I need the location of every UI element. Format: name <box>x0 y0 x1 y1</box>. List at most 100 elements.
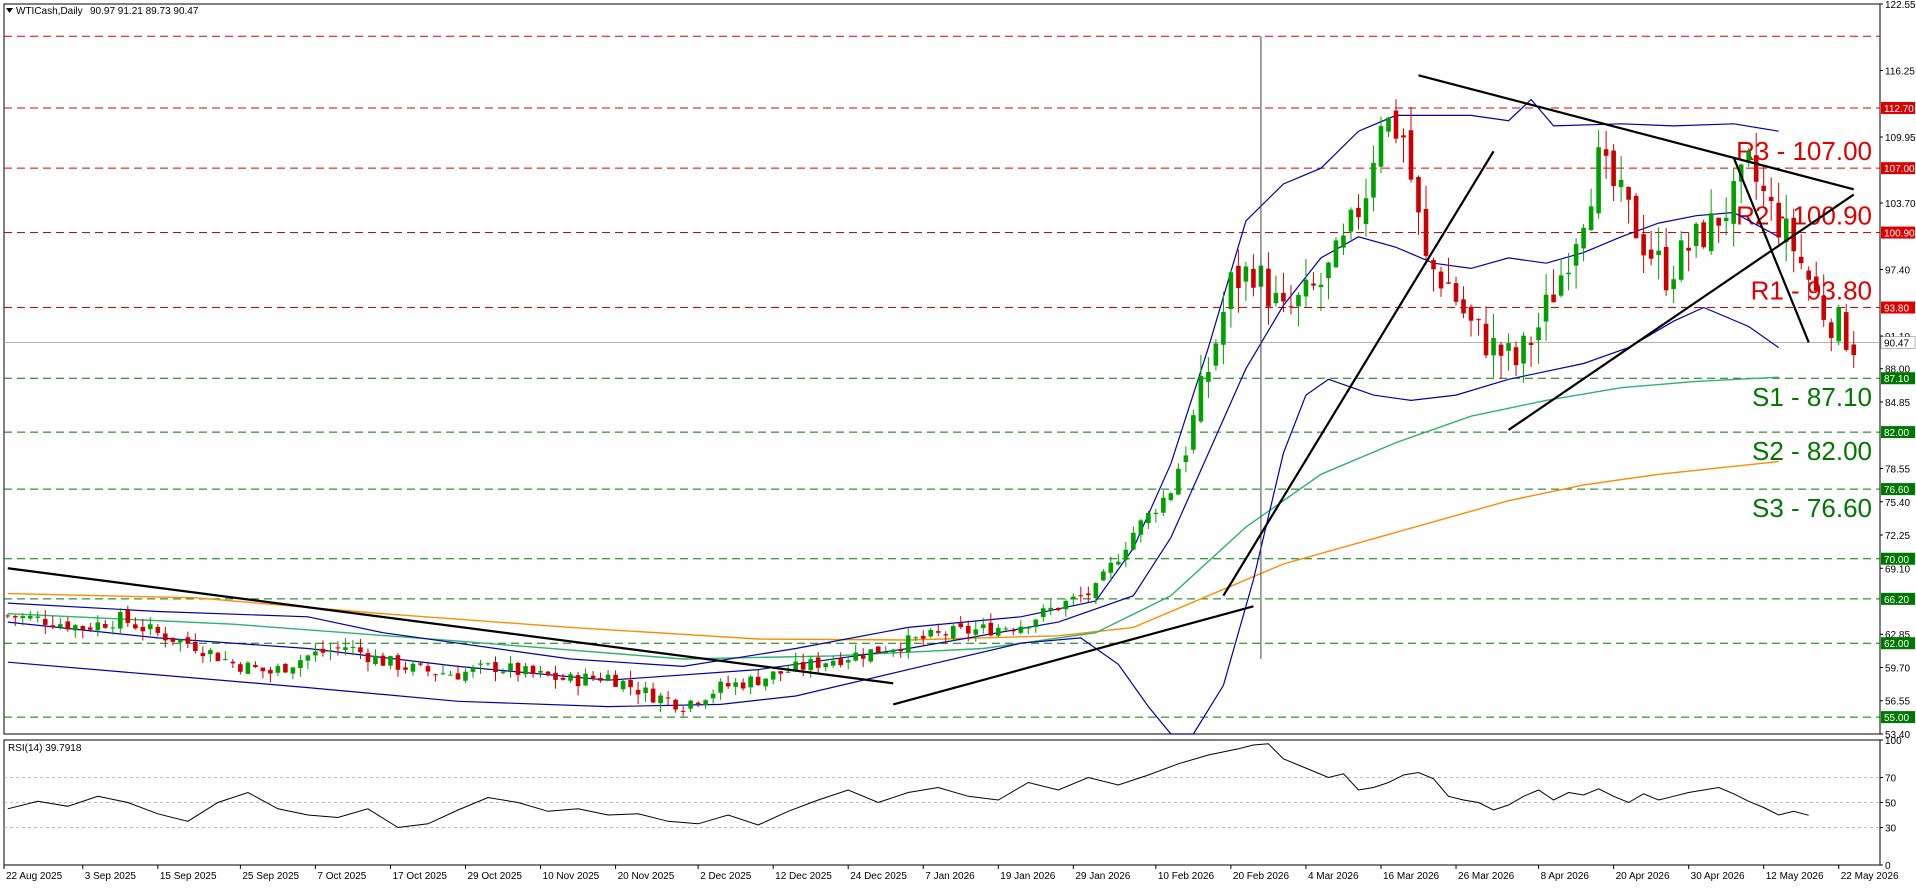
rsi-tick-label: 70 <box>1885 774 1897 785</box>
candle-body <box>755 676 761 686</box>
candle-body <box>1648 249 1654 259</box>
price-tick-label: 53.40 <box>1885 730 1910 741</box>
candle-body <box>1513 347 1519 366</box>
candle-body <box>1086 593 1091 596</box>
level-price-tag <box>1881 637 1915 650</box>
candle-body <box>1843 312 1849 350</box>
bollinger-upper-line <box>7 98 1779 668</box>
candle-body <box>178 639 183 643</box>
candle-body <box>463 671 468 681</box>
collapse-arrow-icon[interactable] <box>6 8 13 13</box>
candle-body <box>1483 323 1489 356</box>
candle-body <box>1588 206 1594 231</box>
date-tick-label: 10 Feb 2026 <box>1158 871 1215 882</box>
candle-body <box>1108 562 1114 573</box>
candle-body <box>1371 162 1376 198</box>
candle-body <box>1783 218 1789 243</box>
ma-green-line <box>7 376 1779 660</box>
candle-body <box>260 667 266 672</box>
candle-body <box>868 649 874 662</box>
candle-body <box>643 687 648 694</box>
candle-body <box>905 635 911 653</box>
candle-body <box>1738 164 1744 182</box>
candle-body <box>1131 532 1136 550</box>
candle-body <box>1506 343 1511 351</box>
trendline <box>1222 150 1495 597</box>
candle-body <box>665 697 671 699</box>
candle-body <box>1446 282 1451 284</box>
candle-body <box>1236 265 1241 289</box>
candle-body <box>1641 234 1646 256</box>
candle-body <box>1348 209 1354 232</box>
candle-body <box>1153 512 1159 514</box>
candle-body <box>1191 415 1196 450</box>
candle-body <box>155 626 161 633</box>
date-tick-label: 25 Sep 2025 <box>242 871 299 882</box>
date-tick-label: 15 Sep 2025 <box>160 871 217 882</box>
candle-body <box>1281 292 1286 302</box>
rsi-line <box>7 743 1809 829</box>
date-tick-label: 10 Nov 2025 <box>543 871 600 882</box>
candle-body <box>118 612 123 629</box>
candle-body <box>1761 185 1766 192</box>
candle-body <box>395 655 401 670</box>
price-axis: 122.55 116.25 112.70 109.95 107.00 103.70 100.… <box>1880 0 1916 741</box>
candle-body <box>1551 294 1556 303</box>
candle-body <box>778 671 783 674</box>
candle-body <box>680 710 686 712</box>
level-price-tick: 93.80 <box>1884 304 1909 315</box>
candle-body <box>215 652 221 662</box>
candle-body <box>1671 279 1676 290</box>
bollinger-mid-line <box>7 211 1779 681</box>
candle-body <box>410 663 416 672</box>
candle-body <box>838 658 843 666</box>
candle-body <box>493 662 498 673</box>
candle-body <box>800 662 806 670</box>
candle-body <box>268 669 273 674</box>
candle-body <box>913 637 919 639</box>
candle-body <box>898 649 904 652</box>
candle-body <box>1836 307 1842 342</box>
candle-body <box>328 650 333 652</box>
candle-body <box>373 655 378 665</box>
candle-body <box>995 627 1001 636</box>
candle-body <box>1656 250 1661 256</box>
candle-body <box>1753 155 1759 182</box>
rsi-layer: 100 70 50 30 0 <box>4 736 1902 872</box>
candle-body <box>1723 217 1729 222</box>
date-tick-label: 16 Mar 2026 <box>1383 871 1440 882</box>
candle-body <box>72 625 78 631</box>
candle-body <box>1333 240 1339 268</box>
price-tick-label: 116.25 <box>1885 67 1915 78</box>
candle-body <box>365 653 371 663</box>
level-price-tag <box>1881 483 1915 496</box>
candle-body <box>455 673 461 680</box>
moving-averages-layer <box>7 376 1779 660</box>
candle-body <box>470 667 476 672</box>
candle-body <box>12 615 18 618</box>
level-price-tick: 55.00 <box>1884 713 1909 724</box>
date-tick-label: 20 Nov 2025 <box>618 871 675 882</box>
price-tick-label: 97.40 <box>1885 266 1910 277</box>
candle-body <box>613 674 618 687</box>
candle-body <box>965 625 971 634</box>
candle-body <box>1798 256 1804 264</box>
candle-body <box>1116 561 1121 565</box>
candle-body <box>440 673 446 675</box>
candle-body <box>275 666 281 673</box>
support-label: S2 - 82.00 <box>1752 436 1872 466</box>
rsi-tick-label: 100 <box>1885 736 1902 747</box>
candle-body <box>425 666 431 672</box>
candle-body <box>568 674 573 681</box>
candle-body <box>335 647 341 649</box>
price-tick-label: 88.00 <box>1885 365 1910 376</box>
price-tick-label: 103.70 <box>1885 199 1916 210</box>
candle-body <box>710 693 716 699</box>
candle-body <box>845 660 851 663</box>
price-tick-label: 109.95 <box>1885 133 1916 144</box>
candle-body <box>1476 319 1481 321</box>
candle-body <box>1266 268 1271 307</box>
level-price-tick: 70.00 <box>1884 555 1909 566</box>
candle-body <box>193 641 198 652</box>
